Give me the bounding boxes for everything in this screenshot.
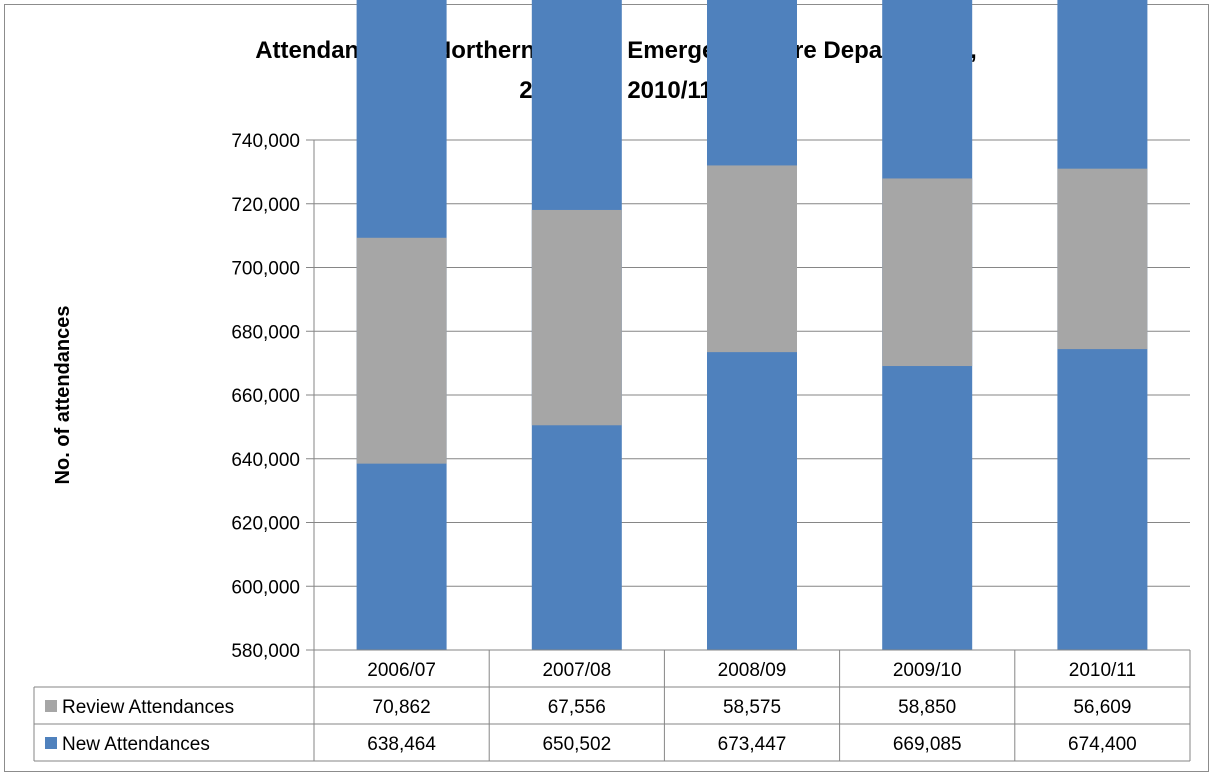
y-axis-label: No. of attendances	[52, 306, 74, 485]
x-tick-label: 2010/11	[1069, 660, 1136, 681]
data-label: 638,464	[367, 734, 436, 755]
bar-review-attendances-2006-07	[356, 237, 447, 464]
x-tick-label: 2008/09	[718, 660, 787, 681]
bar-review-attendances-2010-11	[1057, 168, 1148, 350]
x-tick-label: 2006/07	[367, 660, 436, 681]
data-label: 58,850	[898, 697, 956, 718]
y-tick-label: 640,000	[231, 450, 300, 471]
legend-swatch	[45, 737, 57, 749]
y-axis-ticks: 580,000 600,000 620,000 640,000 660,000 680,0…	[231, 131, 300, 662]
y-tick-label: 700,000	[231, 259, 300, 280]
legend-label: New Attendances	[62, 734, 210, 755]
bar-review-attendances-2008-09	[707, 165, 797, 353]
x-tick-label: 2007/08	[542, 660, 611, 681]
y-tick-label: 680,000	[231, 322, 300, 343]
bar-review-attendances-2009-10	[882, 178, 973, 367]
legend-label: Review Attendances	[62, 697, 234, 718]
y-tick-label: 660,000	[231, 386, 300, 407]
data-label: 673,447	[718, 734, 787, 755]
data-label: 70,862	[373, 697, 431, 718]
y-tick-label: 580,000	[231, 641, 300, 662]
data-label: 650,502	[542, 734, 611, 755]
x-tick-label: 2009/10	[893, 660, 962, 681]
bars	[356, 0, 1148, 650]
y-tick-label: 600,000	[231, 577, 300, 598]
data-label: 67,556	[548, 697, 606, 718]
data-label: 674,400	[1068, 734, 1137, 755]
data-label: 669,085	[893, 734, 962, 755]
data-table: 2006/07 2007/08 2008/09 2009/10 2010/11 Revie…	[33, 649, 1191, 762]
y-tick-label: 720,000	[231, 195, 300, 216]
y-tick-label: 620,000	[231, 514, 300, 535]
data-label: 58,575	[723, 697, 781, 718]
legend-swatch	[45, 700, 57, 712]
bar-review-attendances-2007-08	[531, 209, 622, 426]
y-tick-label: 740,000	[231, 131, 300, 152]
data-label: 56,609	[1073, 697, 1131, 718]
